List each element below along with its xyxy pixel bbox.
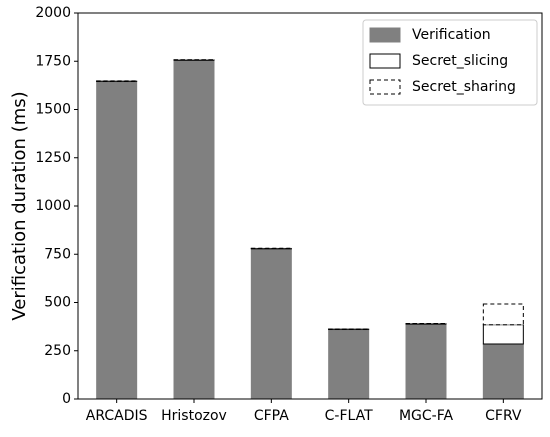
x-tick-label: CFRV [485,408,522,424]
bar-segment [251,249,291,399]
legend-swatch [370,28,400,42]
legend-swatch [370,80,400,94]
legend-label: Secret_sharing [412,79,516,95]
bar-segment [174,60,214,399]
y-tick-label: 0 [62,391,71,407]
bar-segment [483,344,523,399]
bar-segment [329,330,369,399]
x-tick-label: MGC-FA [399,408,454,424]
y-tick-label: 1250 [35,150,71,166]
bar-segment [483,304,523,325]
legend-label: Secret_slicing [412,53,508,69]
x-tick-label: Hristozov [161,408,227,424]
legend-label: Verification [412,27,491,43]
y-tick-label: 1500 [35,102,71,118]
y-tick-label: 1750 [35,53,71,69]
y-tick-label: 750 [44,246,71,262]
legend-swatch [370,54,400,68]
bar-segment [97,82,137,399]
y-tick-label: 250 [44,343,71,359]
y-tick-label: 2000 [35,5,71,21]
x-tick-label: C-FLAT [325,408,373,424]
y-axis-label: Verification duration (ms) [9,91,30,320]
x-tick-label: CFPA [254,408,289,424]
y-tick-label: 500 [44,295,71,311]
y-tick-label: 1000 [35,198,71,214]
x-tick-label: ARCADIS [86,408,148,424]
bar-segment [406,324,446,399]
bar-segment [483,325,523,344]
